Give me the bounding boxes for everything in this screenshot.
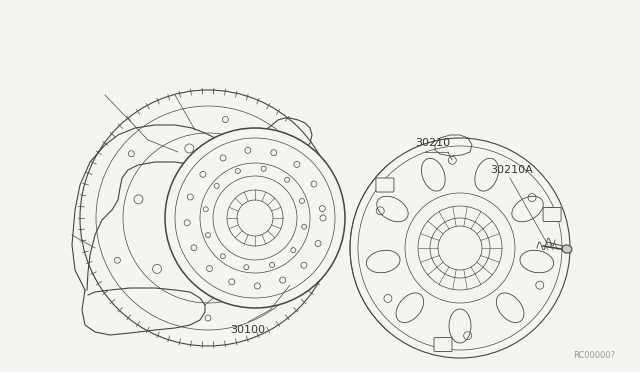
Ellipse shape	[422, 158, 445, 191]
FancyBboxPatch shape	[543, 208, 561, 221]
Ellipse shape	[396, 293, 424, 323]
Ellipse shape	[438, 226, 482, 270]
Ellipse shape	[165, 128, 345, 308]
Text: 30210A: 30210A	[490, 165, 532, 175]
Text: 30100: 30100	[230, 325, 266, 335]
FancyBboxPatch shape	[434, 337, 452, 352]
Text: 30210: 30210	[415, 138, 450, 148]
Ellipse shape	[497, 293, 524, 323]
Ellipse shape	[475, 158, 499, 191]
Text: RC00000?: RC00000?	[573, 351, 615, 360]
Ellipse shape	[512, 196, 543, 222]
Ellipse shape	[377, 196, 408, 222]
Ellipse shape	[520, 250, 554, 273]
Ellipse shape	[366, 250, 400, 273]
FancyBboxPatch shape	[376, 178, 394, 192]
Ellipse shape	[350, 138, 570, 358]
Ellipse shape	[562, 245, 572, 253]
Ellipse shape	[449, 309, 471, 343]
